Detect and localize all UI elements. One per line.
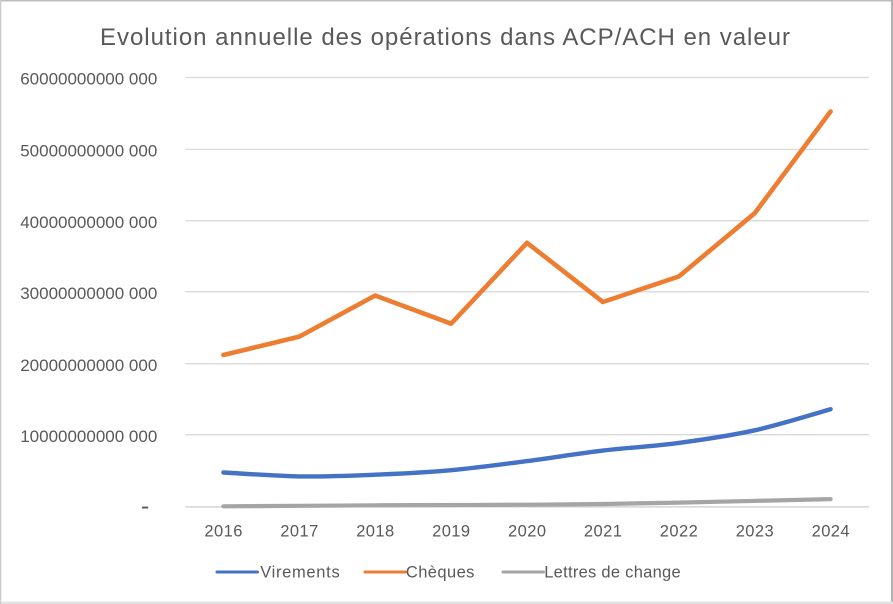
svg-text:20000000000 000: 20000000000 000 xyxy=(20,356,157,375)
svg-text:2016: 2016 xyxy=(204,523,242,541)
svg-text:40000000000 000: 40000000000 000 xyxy=(20,213,157,232)
svg-text:Chèques: Chèques xyxy=(406,564,475,582)
svg-text:30000000000 000: 30000000000 000 xyxy=(20,284,157,303)
svg-text:Evolution annuelle des opérati: Evolution annuelle des opérations dans A… xyxy=(100,24,790,51)
svg-text:2023: 2023 xyxy=(736,523,774,541)
svg-text:10000000000 000: 10000000000 000 xyxy=(20,427,157,446)
svg-text:Lettres de change: Lettres de change xyxy=(544,564,681,582)
svg-text:2018: 2018 xyxy=(356,523,394,541)
svg-text:2021: 2021 xyxy=(584,523,622,541)
svg-text:2017: 2017 xyxy=(280,523,318,541)
svg-text:50000000000 000: 50000000000 000 xyxy=(20,142,157,161)
svg-text:2024: 2024 xyxy=(812,523,850,541)
svg-text:2019: 2019 xyxy=(432,523,470,541)
svg-text:60000000000 000: 60000000000 000 xyxy=(20,70,157,89)
svg-text:2022: 2022 xyxy=(660,523,698,541)
svg-text:2020: 2020 xyxy=(508,523,546,541)
svg-text:Virements: Virements xyxy=(260,564,340,582)
